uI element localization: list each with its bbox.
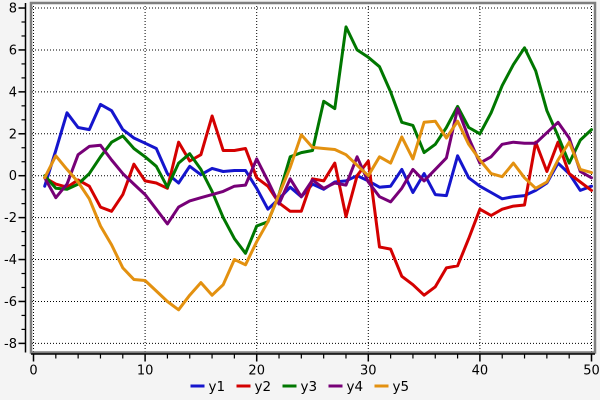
y-tick-label: 6	[9, 43, 17, 58]
legend-label: y3	[301, 379, 318, 395]
plot-border	[29, 1, 597, 354]
y-axis: 8 6 4 2 0 -2 -4 -6 -8	[4, 2, 27, 353]
y-tick-label: 2	[9, 127, 17, 142]
x-tick-label: 20	[248, 364, 265, 379]
legend: y1 y2 y3 y4 y5	[190, 379, 410, 395]
legend-item-y1: y1	[190, 379, 226, 395]
x-tick-label: 10	[137, 364, 154, 379]
series-y2	[43, 114, 593, 297]
series-y1	[43, 102, 593, 211]
y-tick-label: -2	[4, 211, 17, 226]
legend-label: y5	[393, 379, 410, 395]
x-tick-label: 40	[472, 364, 489, 379]
series-y3	[43, 25, 593, 255]
legend-item-y5: y5	[374, 379, 410, 395]
legend-label: y4	[347, 379, 364, 395]
series-y4	[43, 107, 593, 226]
legend-label: y2	[255, 379, 272, 395]
y-tick-label: 8	[9, 2, 17, 17]
x-axis: 0 10 20 30 40 50	[29, 353, 600, 379]
x-tick-label: 30	[360, 364, 377, 379]
legend-item-y4: y4	[328, 379, 364, 395]
y-tick-label: 4	[9, 85, 17, 100]
series-y5	[43, 119, 593, 312]
x-tick-label: 0	[29, 364, 37, 379]
y-tick-label: -8	[4, 337, 17, 352]
x-tick-label: 50	[583, 364, 600, 379]
y-tick-label: -4	[4, 253, 17, 268]
legend-item-y2: y2	[236, 379, 272, 395]
legend-label: y1	[209, 379, 226, 395]
y-tick-label: -6	[4, 295, 17, 310]
y-tick-label: 0	[9, 169, 17, 184]
legend-item-y3: y3	[282, 379, 318, 395]
